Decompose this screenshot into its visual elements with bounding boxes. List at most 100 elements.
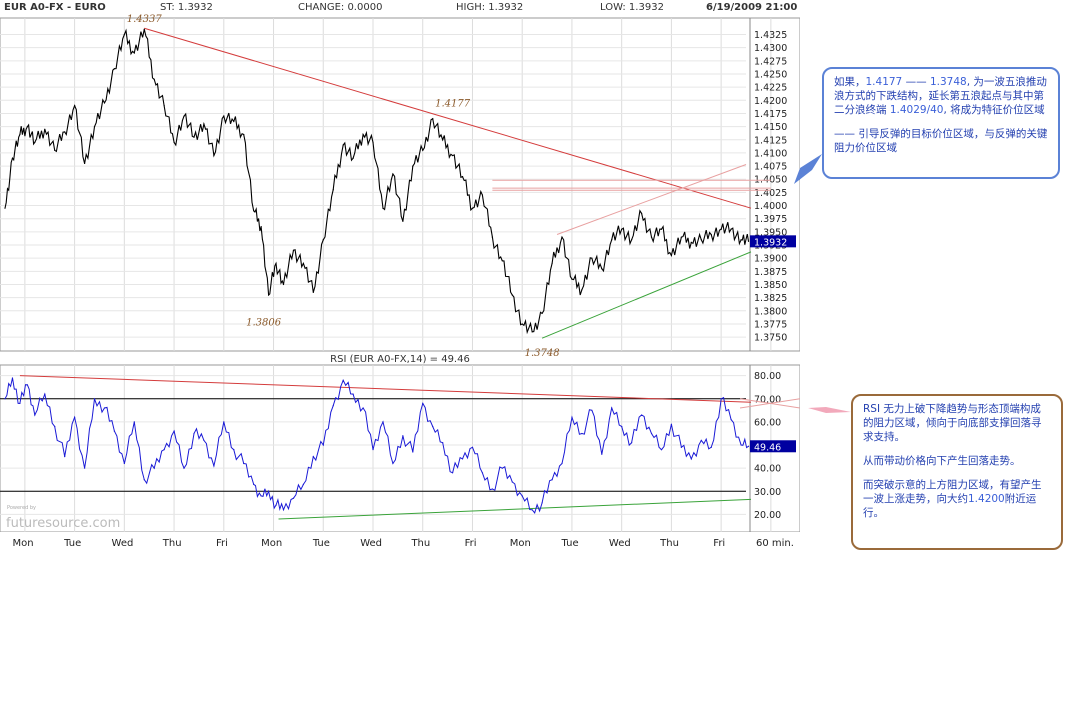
rsi-panel-frame	[0, 364, 800, 533]
price-point	[591, 257, 593, 259]
callout-top-p1: 如果，1.4177 —— 1.3748, 为一波五浪推动浪方式的下跌结构，延长第…	[834, 76, 1047, 116]
callout-bottom-p3: 而突破示意的上方阻力区域，有望产生一波上涨走势，向大约1.4200附近运行。	[863, 479, 1042, 519]
y-tick-label: 1.4125	[754, 135, 787, 146]
rsi-point	[660, 449, 663, 451]
x-tick-label: Thu	[659, 538, 679, 549]
rsi-point	[710, 446, 712, 448]
price-point	[26, 126, 28, 128]
price-point	[123, 33, 125, 36]
rsi-point	[591, 409, 593, 411]
price-annotation: 1.4337	[127, 14, 163, 25]
rsi-point	[74, 416, 76, 418]
rsi-point	[213, 465, 215, 467]
y-tick-label: 1.3975	[754, 214, 787, 225]
price-point	[581, 289, 583, 291]
rsi-point	[402, 435, 404, 437]
price-point	[113, 68, 116, 70]
rsi-point	[133, 421, 135, 423]
rsi-point	[481, 472, 484, 474]
y-tick-label: 80.00	[754, 371, 781, 382]
price-point	[203, 123, 205, 125]
price-point	[342, 144, 344, 146]
price-point	[452, 154, 454, 157]
price-point	[551, 262, 553, 265]
price-point	[253, 210, 255, 212]
y-tick-label: 1.4250	[754, 69, 787, 80]
y-tick-label: 1.4200	[754, 96, 787, 107]
rsi-point	[650, 432, 653, 435]
y-tick-label: 1.4000	[754, 201, 787, 212]
y-tick-label: 30.00	[754, 487, 781, 498]
rsi-point	[113, 430, 116, 432]
rsi-point	[740, 444, 742, 446]
rsi-point	[19, 402, 21, 404]
trendline-rising-support	[541, 251, 752, 339]
price-point	[19, 133, 21, 136]
price-point	[511, 294, 513, 296]
price-series-line	[4, 28, 750, 335]
price-point	[412, 165, 414, 167]
x-axis-band	[0, 532, 800, 550]
rsi-point	[611, 407, 613, 409]
y-tick-label: 20.00	[754, 510, 781, 521]
price-point	[275, 262, 277, 265]
price-point	[611, 239, 613, 241]
last-price-badge	[750, 235, 796, 248]
rsi-point	[501, 467, 503, 469]
rsi-point	[452, 472, 454, 474]
price-point	[44, 128, 46, 130]
rsi-point	[342, 379, 344, 381]
rsi-point	[362, 407, 364, 409]
price-point	[233, 120, 235, 122]
x-unit-label: 60 min.	[756, 538, 794, 549]
price-point	[193, 136, 195, 138]
price-point	[541, 312, 543, 315]
price-point	[521, 323, 523, 325]
y-tick-label: 60.00	[754, 417, 781, 428]
x-tick-label: Wed	[609, 538, 631, 549]
price-point	[302, 262, 304, 265]
last-rsi-badge	[750, 440, 796, 453]
price-point	[267, 294, 270, 296]
price-panel-frame	[0, 17, 800, 352]
rsi-point	[282, 509, 285, 511]
header-change: CHANGE: 0.0000	[298, 2, 383, 13]
last-price-label: 1.3932	[754, 237, 787, 248]
rsi-point	[44, 393, 46, 395]
y-tick-label: 1.3900	[754, 254, 787, 265]
rsi-point	[382, 421, 384, 423]
header-symbol: EUR A0-FX - EURO	[4, 2, 106, 13]
price-point	[422, 149, 424, 151]
price-point	[312, 291, 314, 293]
rsi-point	[4, 398, 6, 400]
rsi-point	[143, 479, 145, 481]
rsi-series-line	[4, 377, 749, 514]
y-tick-label: 1.4225	[754, 83, 787, 94]
y-tick-label: 1.4325	[754, 30, 787, 41]
y-tick-label: 1.3750	[754, 333, 787, 344]
price-point	[74, 104, 76, 107]
price-point	[83, 162, 86, 165]
x-axis: Mon Tue Wed Thu Fri Mon Tue Wed Thu Fri Mon Tue Wed T…	[0, 532, 800, 550]
x-tick-label: Mon	[510, 538, 531, 549]
rsi-point	[193, 432, 195, 435]
price-point	[640, 212, 643, 215]
price-point	[103, 102, 106, 104]
price-point	[183, 115, 185, 117]
rsi-point	[312, 455, 314, 458]
rsi-point	[700, 439, 702, 442]
rsi-point	[541, 502, 543, 504]
rsi-point	[93, 398, 96, 400]
trendline-rsi-descending	[19, 375, 752, 403]
rsi-point	[491, 488, 493, 490]
price-point	[213, 154, 215, 157]
callout-top: 如果，1.4177 —— 1.3748, 为一波五浪推动浪方式的下跌结构，延长第…	[822, 67, 1060, 179]
trendline-descending-resistance	[144, 27, 752, 209]
rsi-point	[302, 483, 304, 485]
price-point	[173, 141, 175, 144]
rsi-point	[422, 402, 424, 404]
rsi-point	[243, 462, 245, 465]
rsi-point	[511, 481, 513, 483]
rsi-title: RSI (EUR A0-FX,14) = 49.46	[330, 354, 470, 365]
rsi-point	[471, 446, 474, 448]
